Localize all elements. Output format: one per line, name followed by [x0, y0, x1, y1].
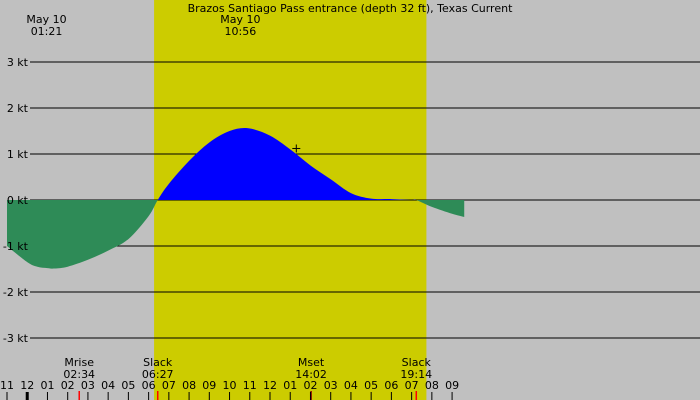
- x-tick-label: 10: [223, 379, 237, 392]
- bottom-event-label: Mset: [298, 356, 325, 369]
- ebb-current-area: [7, 200, 465, 269]
- x-tick-label: 09: [202, 379, 216, 392]
- x-tick-label: 05: [121, 379, 135, 392]
- y-tick-label: 0 kt: [7, 194, 29, 207]
- x-tick-label: 01: [283, 379, 297, 392]
- y-tick-label: -3 kt: [3, 332, 29, 345]
- bottom-event-label: Mrise: [64, 356, 94, 369]
- grid-lines: [30, 61, 700, 339]
- top-event-time: 01:21: [31, 25, 63, 38]
- bottom-event-label: Slack: [402, 356, 432, 369]
- x-tick-label: 07: [405, 379, 419, 392]
- bottom-event-time: 14:02: [295, 368, 327, 381]
- x-tick-label: 04: [344, 379, 358, 392]
- x-tick-label: 06: [384, 379, 398, 392]
- bottom-event-time: 19:14: [400, 368, 432, 381]
- x-tick-label: 07: [162, 379, 176, 392]
- y-tick-label: 3 kt: [7, 56, 29, 69]
- x-tick-label: 04: [101, 379, 115, 392]
- x-tick-label: 01: [40, 379, 54, 392]
- bottom-event-time: 02:34: [63, 368, 95, 381]
- y-tick-label: -1 kt: [3, 240, 29, 253]
- x-tick-label: 03: [81, 379, 95, 392]
- x-tick-label: 08: [182, 379, 196, 392]
- top-event-time: 10:56: [225, 25, 257, 38]
- x-tick-label: 11: [243, 379, 257, 392]
- y-tick-label: -2 kt: [3, 286, 29, 299]
- x-tick-label: 09: [445, 379, 459, 392]
- current-marker: [292, 144, 301, 153]
- y-tick-label: 2 kt: [7, 102, 29, 115]
- x-tick-label: 12: [263, 379, 277, 392]
- x-tick-label: 02: [303, 379, 317, 392]
- x-tick-label: 06: [142, 379, 156, 392]
- top-event-date: May 10: [26, 13, 66, 26]
- x-tick-label: 02: [61, 379, 75, 392]
- y-axis-labels: 3 kt 2 kt 1 kt 0 kt -1 kt -2 kt -3 kt: [3, 56, 29, 345]
- top-event-date: May 10: [220, 13, 260, 26]
- x-axis: 11 12 01 02 03 04 05 06 07 08 09 10 11 12 01 02 03 04 05 06…: [0, 379, 459, 400]
- bottom-event-label: Slack: [143, 356, 173, 369]
- chart-title: Brazos Santiago Pass entrance (depth 32 …: [188, 2, 513, 15]
- x-tick-label: 05: [364, 379, 378, 392]
- flood-current-area: [7, 128, 465, 200]
- x-tick-label: 11: [0, 379, 14, 392]
- x-tick-label: 03: [324, 379, 338, 392]
- y-tick-label: 1 kt: [7, 148, 29, 161]
- bottom-event-time: 06:27: [142, 368, 174, 381]
- x-tick-label: 12: [20, 379, 34, 392]
- x-tick-label: 08: [425, 379, 439, 392]
